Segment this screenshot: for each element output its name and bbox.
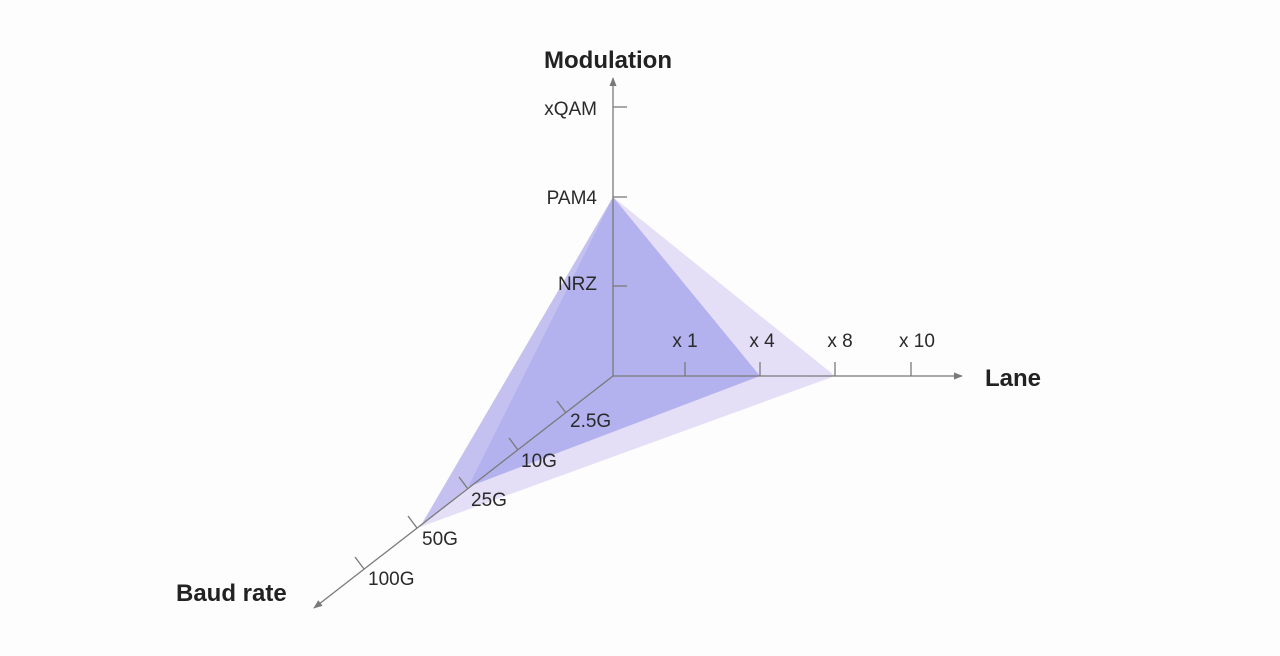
tick-10g bbox=[508, 437, 519, 451]
lane-ticks: x 1 x 4 x 8 x 10 bbox=[672, 331, 935, 376]
tick-50g bbox=[407, 515, 418, 529]
tick-label-10g: 10G bbox=[521, 451, 557, 472]
modulation-axis-title: Modulation bbox=[544, 47, 672, 74]
tick-100g bbox=[354, 556, 365, 570]
tick-label-2-5g: 2.5G bbox=[570, 411, 611, 432]
modulation-ticks: NRZ PAM4 xQAM bbox=[544, 99, 627, 295]
surface-front bbox=[468, 197, 760, 487]
baud-rate-axis-line bbox=[313, 375, 614, 609]
tick-label-xqam: xQAM bbox=[544, 99, 597, 120]
tick-label-nrz: NRZ bbox=[558, 274, 597, 295]
tick-label-100g: 100G bbox=[368, 569, 414, 590]
tick-25g bbox=[458, 476, 469, 490]
tick-label-x4: x 4 bbox=[749, 331, 775, 352]
tick-label-x10: x 10 bbox=[899, 331, 935, 352]
baud-rate-axis-title: Baud rate bbox=[176, 580, 287, 607]
tick-label-25g: 25G bbox=[471, 490, 507, 511]
tick-label-pam4: PAM4 bbox=[547, 188, 598, 209]
surface-front-left-face bbox=[420, 197, 613, 527]
tick-label-50g: 50G bbox=[422, 529, 458, 550]
baud-rate-ticks: 2.5G 10G 25G 50G 100G bbox=[354, 400, 611, 590]
tick-label-x1: x 1 bbox=[672, 331, 697, 352]
lane-axis-title: Lane bbox=[985, 365, 1041, 392]
tick-2-5g bbox=[556, 400, 567, 414]
axes-group bbox=[313, 77, 963, 609]
tick-label-x8: x 8 bbox=[827, 331, 852, 352]
